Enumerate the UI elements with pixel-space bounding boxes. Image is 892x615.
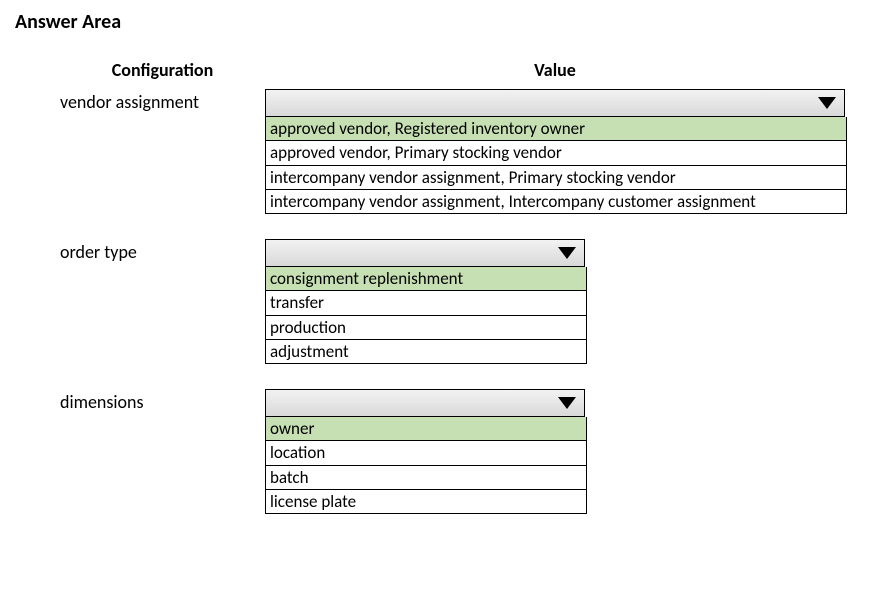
- config-row: order typeconsignment replenishmenttrans…: [60, 239, 882, 364]
- chevron-down-icon: [554, 390, 580, 416]
- value-cell: ownerlocationbatchlicense plate: [265, 389, 587, 514]
- dropdown-option[interactable]: license plate: [266, 490, 586, 513]
- dropdown-option[interactable]: approved vendor, Registered inventory ow…: [266, 117, 846, 141]
- page-title: Answer Area: [15, 10, 882, 34]
- config-row: dimensionsownerlocationbatchlicense plat…: [60, 389, 882, 514]
- chevron-down-icon: [814, 90, 840, 116]
- dropdown-option[interactable]: consignment replenishment: [266, 267, 586, 291]
- dropdown-option[interactable]: approved vendor, Primary stocking vendor: [266, 141, 846, 165]
- config-label: order type: [60, 239, 265, 263]
- dropdown-options: approved vendor, Registered inventory ow…: [265, 117, 847, 214]
- value-cell: consignment replenishmenttransferproduct…: [265, 239, 587, 364]
- config-row: vendor assignmentapproved vendor, Regist…: [60, 89, 882, 214]
- dropdown-options: consignment replenishmenttransferproduct…: [265, 267, 587, 364]
- dropdown[interactable]: [265, 89, 845, 117]
- dropdown[interactable]: [265, 389, 585, 417]
- chevron-down-icon: [554, 240, 580, 266]
- dropdown-option[interactable]: transfer: [266, 291, 586, 315]
- value-cell: approved vendor, Registered inventory ow…: [265, 89, 847, 214]
- config-label: vendor assignment: [60, 89, 265, 113]
- column-headers: Configuration Value: [60, 59, 882, 81]
- config-label: dimensions: [60, 389, 265, 413]
- dropdown-option[interactable]: intercompany vendor assignment, Primary …: [266, 166, 846, 190]
- dropdown-option[interactable]: intercompany vendor assignment, Intercom…: [266, 190, 846, 213]
- dropdown-option[interactable]: adjustment: [266, 340, 586, 363]
- dropdown-option[interactable]: production: [266, 316, 586, 340]
- dropdown-options: ownerlocationbatchlicense plate: [265, 417, 587, 514]
- dropdown[interactable]: [265, 239, 585, 267]
- dropdown-option[interactable]: batch: [266, 466, 586, 490]
- dropdown-option[interactable]: owner: [266, 417, 586, 441]
- header-value: Value: [265, 59, 845, 81]
- dropdown-option[interactable]: location: [266, 441, 586, 465]
- header-configuration: Configuration: [60, 59, 265, 81]
